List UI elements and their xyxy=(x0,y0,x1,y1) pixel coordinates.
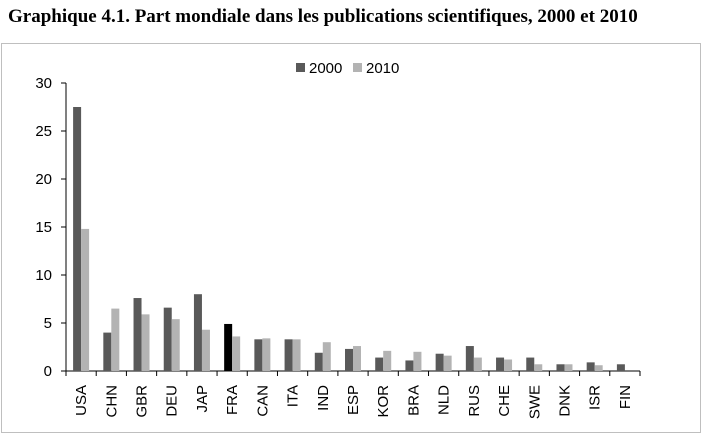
bar-2010-GBR xyxy=(141,314,150,371)
y-tick-label: 10 xyxy=(35,267,52,284)
x-tick-label: IND xyxy=(315,385,332,411)
x-tick-label: SWE xyxy=(526,385,543,419)
y-tick-label: 25 xyxy=(35,123,52,140)
bar-2010-ITA xyxy=(292,339,301,371)
y-tick-label: 5 xyxy=(44,315,52,332)
bar-2010-CHE xyxy=(504,359,513,371)
x-tick-label: KOR xyxy=(375,385,392,418)
bars xyxy=(73,107,625,371)
bar-2010-USA xyxy=(81,228,90,371)
bar-2000-USA xyxy=(73,107,82,371)
bar-2000-JAP xyxy=(193,294,202,371)
bar-2000-RUS xyxy=(465,346,474,371)
bar-2010-ESP xyxy=(353,346,361,371)
bar-2010-DNK xyxy=(564,364,573,371)
y-tick-label: 30 xyxy=(35,75,52,92)
bar-2000-IND xyxy=(314,352,323,371)
x-tick-label: DNK xyxy=(556,385,573,417)
bar-2000-ISR xyxy=(586,362,595,371)
x-tick-label: ESP xyxy=(345,385,362,415)
x-tick-label: DEU xyxy=(164,385,181,417)
y-tick-label: 15 xyxy=(35,219,52,236)
x-tick-label: CAN xyxy=(254,385,271,417)
legend-label-2010: 2010 xyxy=(366,60,399,77)
bar-2000-BRA xyxy=(405,360,414,371)
bar-2010-IND xyxy=(322,342,331,371)
chart-title: Graphique 4.1. Part mondiale dans les pu… xyxy=(8,6,638,27)
x-tick-label: ITA xyxy=(285,385,302,407)
x-tick-label: ISR xyxy=(587,385,604,410)
x-tick-label: JAP xyxy=(194,385,211,413)
bar-2000-FIN xyxy=(616,364,625,371)
bar-2010-CAN xyxy=(262,338,271,371)
legend-swatch-2000 xyxy=(296,63,305,72)
x-tick-label: RUS xyxy=(466,385,483,417)
bar-2000-CAN xyxy=(254,339,263,371)
x-tick-label: CHN xyxy=(103,385,120,418)
bar-2010-DEU xyxy=(171,319,180,371)
bar-2000-DNK xyxy=(556,364,565,371)
axes: 0 5 10 15 20 25 30 USA CHN GBR DEU JAP FRA CAN ITA IND E… xyxy=(35,75,641,419)
legend: 2000 2010 xyxy=(296,60,399,77)
bar-2000-KOR xyxy=(375,357,384,371)
bar-2010-BRA xyxy=(413,351,422,371)
bar-2000-CHN xyxy=(103,332,112,371)
bar-2010-CHN xyxy=(111,308,120,371)
bar-2010-FRA xyxy=(232,336,241,371)
legend-label-2000: 2000 xyxy=(309,60,342,77)
bar-2000-GBR xyxy=(133,298,142,371)
x-tick-label: CHE xyxy=(496,385,513,417)
x-tick-label: GBR xyxy=(134,385,151,418)
y-tick-label: 0 xyxy=(44,363,52,380)
bar-2010-NLD xyxy=(443,355,452,371)
bar-2010-RUS xyxy=(473,357,482,371)
y-tick-label: 20 xyxy=(35,171,52,188)
bar-2000-FRA xyxy=(224,323,233,371)
bar-2000-CHE xyxy=(496,357,505,371)
x-tick-label: FRA xyxy=(224,385,241,415)
bar-2010-KOR xyxy=(383,350,392,371)
bar-2000-SWE xyxy=(526,357,535,371)
bar-2010-JAP xyxy=(201,329,210,371)
bar-2000-ITA xyxy=(284,339,293,371)
legend-swatch-2010 xyxy=(353,63,362,72)
bar-2000-NLD xyxy=(435,353,444,371)
bar-2010-SWE xyxy=(534,364,543,371)
x-tick-label: FIN xyxy=(617,385,634,409)
x-tick-label: BRA xyxy=(405,385,422,416)
x-tick-label: USA xyxy=(73,385,90,416)
bar-2000-ESP xyxy=(345,348,353,371)
bar-2010-ISR xyxy=(594,365,603,371)
bar-2000-DEU xyxy=(163,307,172,371)
x-tick-label: NLD xyxy=(436,385,453,415)
